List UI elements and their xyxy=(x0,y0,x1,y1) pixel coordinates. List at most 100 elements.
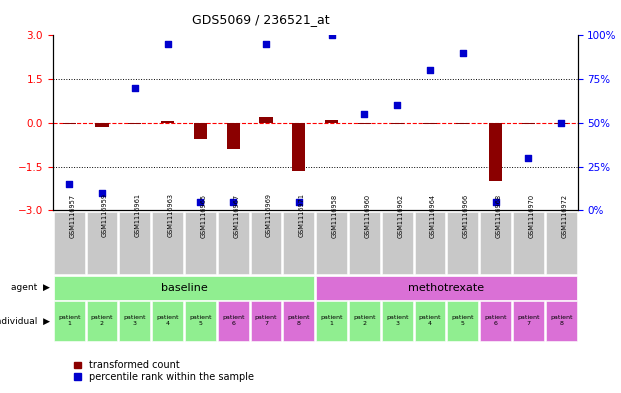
FancyBboxPatch shape xyxy=(185,211,215,274)
Point xyxy=(163,41,173,47)
FancyBboxPatch shape xyxy=(415,301,445,341)
Text: GSM1116971: GSM1116971 xyxy=(299,193,305,237)
FancyBboxPatch shape xyxy=(447,301,478,341)
Text: GSM1116964: GSM1116964 xyxy=(430,193,436,237)
Point xyxy=(524,155,533,161)
Bar xyxy=(96,123,109,127)
Text: GSM1116960: GSM1116960 xyxy=(365,193,370,237)
FancyBboxPatch shape xyxy=(250,211,281,274)
FancyBboxPatch shape xyxy=(54,211,84,274)
Bar xyxy=(456,123,469,124)
Point xyxy=(327,32,337,39)
Text: patient
4: patient 4 xyxy=(156,315,179,326)
FancyBboxPatch shape xyxy=(546,211,576,274)
FancyBboxPatch shape xyxy=(218,301,248,341)
Text: GSM1116961: GSM1116961 xyxy=(135,193,141,237)
Text: GSM1116968: GSM1116968 xyxy=(496,193,502,237)
Text: baseline: baseline xyxy=(161,283,207,293)
Bar xyxy=(227,123,240,149)
FancyBboxPatch shape xyxy=(218,211,248,274)
Text: patient
3: patient 3 xyxy=(124,315,146,326)
Bar xyxy=(489,123,502,181)
Bar xyxy=(63,123,76,124)
Text: patient
4: patient 4 xyxy=(419,315,441,326)
Text: GSM1116970: GSM1116970 xyxy=(528,193,534,237)
FancyBboxPatch shape xyxy=(283,211,314,274)
Point xyxy=(392,102,402,108)
FancyBboxPatch shape xyxy=(152,211,183,274)
FancyBboxPatch shape xyxy=(185,301,215,341)
Text: patient
5: patient 5 xyxy=(451,315,474,326)
FancyBboxPatch shape xyxy=(349,301,380,341)
Bar xyxy=(555,123,568,124)
Bar xyxy=(424,123,437,124)
Text: methotrexate: methotrexate xyxy=(408,283,484,293)
FancyBboxPatch shape xyxy=(119,211,150,274)
FancyBboxPatch shape xyxy=(316,276,576,299)
Text: GSM1116958: GSM1116958 xyxy=(332,193,338,237)
Point xyxy=(556,119,566,126)
Text: patient
6: patient 6 xyxy=(484,315,507,326)
Text: patient
8: patient 8 xyxy=(288,315,310,326)
FancyBboxPatch shape xyxy=(283,301,314,341)
Point xyxy=(64,181,74,187)
Point xyxy=(458,50,468,56)
Text: patient
2: patient 2 xyxy=(353,315,376,326)
FancyBboxPatch shape xyxy=(415,211,445,274)
Bar xyxy=(391,123,404,124)
Text: patient
5: patient 5 xyxy=(189,315,212,326)
Bar xyxy=(161,121,174,123)
FancyBboxPatch shape xyxy=(86,211,117,274)
Text: patient
1: patient 1 xyxy=(320,315,343,326)
FancyBboxPatch shape xyxy=(316,211,347,274)
Text: GSM1116965: GSM1116965 xyxy=(201,193,206,237)
Point xyxy=(97,189,107,196)
Bar xyxy=(194,123,207,139)
Bar xyxy=(522,123,535,124)
Text: patient
8: patient 8 xyxy=(550,315,573,326)
Bar xyxy=(260,117,273,123)
Text: GSM1116959: GSM1116959 xyxy=(102,193,108,237)
Text: patient
1: patient 1 xyxy=(58,315,81,326)
Text: patient
3: patient 3 xyxy=(386,315,409,326)
Text: patient
7: patient 7 xyxy=(255,315,277,326)
FancyBboxPatch shape xyxy=(119,301,150,341)
Text: patient
6: patient 6 xyxy=(222,315,245,326)
FancyBboxPatch shape xyxy=(382,301,412,341)
FancyBboxPatch shape xyxy=(480,211,511,274)
Text: GSM1116966: GSM1116966 xyxy=(463,193,469,237)
Text: agent  ▶: agent ▶ xyxy=(11,283,50,292)
Point xyxy=(228,198,238,205)
Point xyxy=(491,198,501,205)
FancyBboxPatch shape xyxy=(54,276,314,299)
Text: patient
2: patient 2 xyxy=(91,315,113,326)
FancyBboxPatch shape xyxy=(54,301,84,341)
Text: GDS5069 / 236521_at: GDS5069 / 236521_at xyxy=(192,13,330,26)
FancyBboxPatch shape xyxy=(513,301,544,341)
Bar xyxy=(358,123,371,124)
FancyBboxPatch shape xyxy=(316,301,347,341)
FancyBboxPatch shape xyxy=(513,211,544,274)
Point xyxy=(196,198,206,205)
Bar xyxy=(128,123,142,124)
Text: patient
7: patient 7 xyxy=(517,315,540,326)
Bar xyxy=(292,123,306,171)
Text: GSM1116957: GSM1116957 xyxy=(69,193,75,237)
Text: GSM1116962: GSM1116962 xyxy=(397,193,403,237)
Point xyxy=(294,198,304,205)
FancyBboxPatch shape xyxy=(546,301,576,341)
FancyBboxPatch shape xyxy=(86,301,117,341)
FancyBboxPatch shape xyxy=(250,301,281,341)
FancyBboxPatch shape xyxy=(382,211,412,274)
Legend: transformed count, percentile rank within the sample: transformed count, percentile rank withi… xyxy=(70,356,258,386)
Point xyxy=(425,67,435,73)
FancyBboxPatch shape xyxy=(480,301,511,341)
FancyBboxPatch shape xyxy=(152,301,183,341)
Text: GSM1116963: GSM1116963 xyxy=(168,193,174,237)
Text: GSM1116967: GSM1116967 xyxy=(233,193,239,237)
FancyBboxPatch shape xyxy=(349,211,380,274)
Text: individual  ▶: individual ▶ xyxy=(0,317,50,326)
Bar xyxy=(325,120,338,123)
Point xyxy=(360,111,369,117)
Text: GSM1116969: GSM1116969 xyxy=(266,193,272,237)
